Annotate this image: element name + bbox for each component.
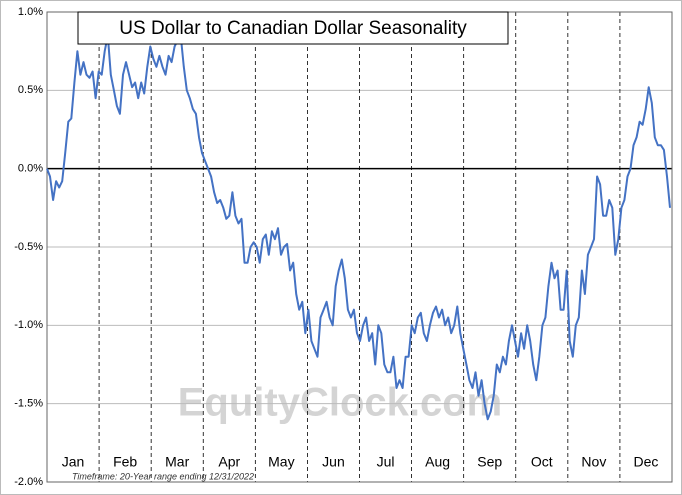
plot-area: 1.0% 0.5% 0.0% -0.5% -1.0% -1.5% -2.0% Jan Feb Ma…: [14, 6, 673, 488]
x-tick-label: Jan: [62, 454, 85, 470]
y-tick-label: -1.5%: [14, 398, 43, 410]
series-line: [46, 34, 671, 421]
x-tick-label: Dec: [634, 454, 659, 470]
x-tick-label: Mar: [165, 454, 189, 470]
watermark: EquityClock.com: [178, 381, 503, 425]
x-tick-label: Nov: [581, 454, 606, 470]
y-tick-label: 0.5%: [18, 84, 43, 96]
x-tick-label: Feb: [113, 454, 137, 470]
y-tick-label: 1.0%: [18, 6, 43, 18]
x-tick-label: Sep: [477, 454, 502, 470]
x-tick-label: Apr: [218, 454, 240, 470]
y-tick-label: -0.5%: [14, 241, 43, 253]
x-tick-label: Aug: [425, 454, 450, 470]
y-tick-label: -1.0%: [14, 319, 43, 331]
chart-title: US Dollar to Canadian Dollar Seasonality: [119, 18, 467, 39]
x-tick-label: Jul: [377, 454, 395, 470]
y-tick-label: 0.0%: [18, 163, 43, 175]
x-tick-label: Oct: [531, 454, 553, 470]
x-tick-label: Jun: [322, 454, 345, 470]
title-box: [77, 11, 509, 45]
x-tick-label: May: [268, 454, 294, 470]
footnote: Timeframe: 20-Year range ending 12/31/20…: [72, 471, 254, 481]
y-tick-label: -2.0%: [14, 476, 43, 488]
